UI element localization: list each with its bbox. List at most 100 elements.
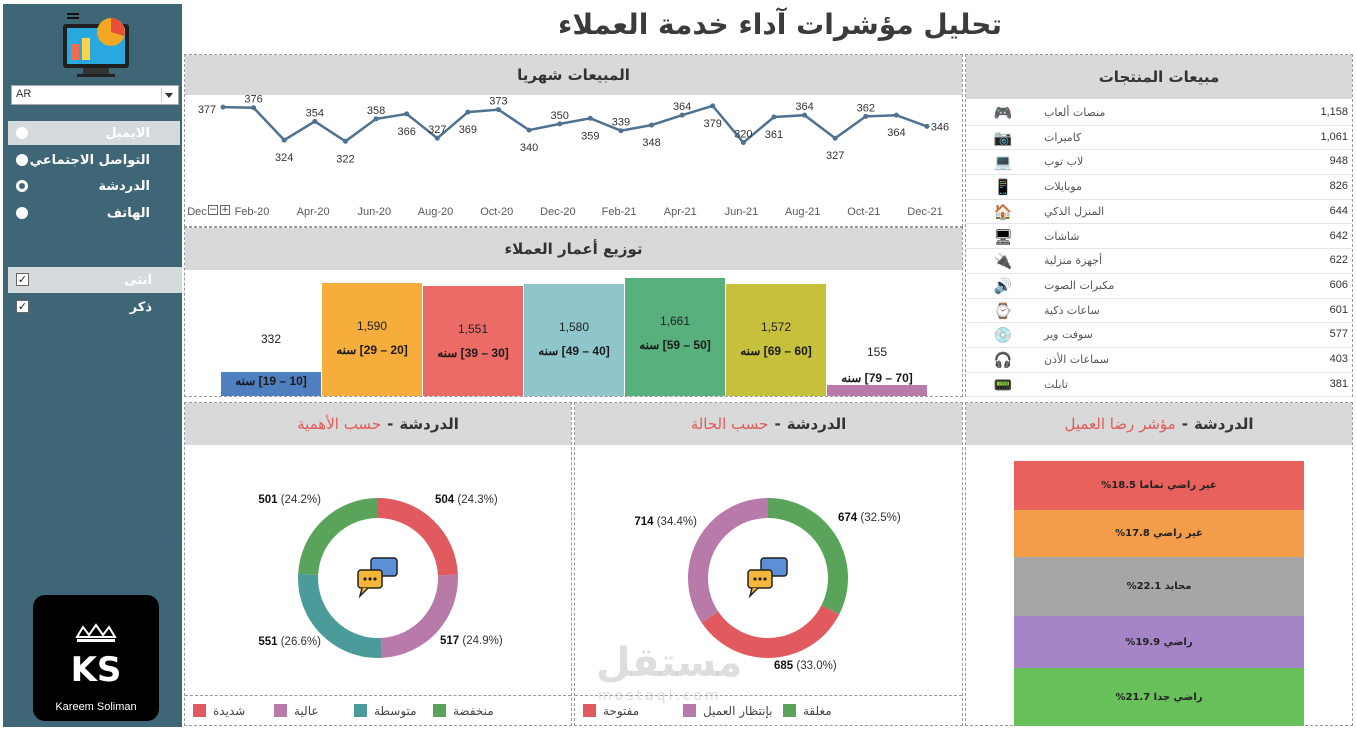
laptop-icon: 💻 (993, 153, 1013, 172)
priority-title: الدردشة - حسب الأهمية (185, 403, 571, 445)
age-bar: 1,590 [20 – 29] سنه (322, 283, 422, 396)
collapse-button[interactable]: − (208, 205, 218, 215)
product-row: 🖥 شاشات 642 (966, 225, 1352, 250)
channel-option-email[interactable]: الايميل (8, 121, 180, 145)
monthly-sales-chart: 377 376 324 354 322 358 366 327 369 373 340 350 359 3… (187, 95, 949, 218)
product-list: 🎮 منصات ألعاب 1,158 📷 كاميرات 1,061 💻 لاب توب 94… (966, 101, 1352, 398)
gender-label-male: ذكر (129, 299, 152, 315)
priority-title-main: الدردشة (399, 415, 459, 433)
product-name: شاشات (1044, 229, 1080, 243)
sales-point (710, 103, 716, 109)
legend-swatch (274, 704, 287, 717)
sales-point-label: 346 (931, 121, 949, 133)
product-name: منصات ألعاب (1044, 106, 1106, 119)
legend-swatch (433, 704, 446, 717)
product-name: مكبرات الصوت (1044, 278, 1115, 292)
status-donut-chart: 674 (32.5%) 685 (33.0%) 714 (34.4%) (634, 498, 901, 672)
donut-slice (701, 605, 840, 658)
monthly-sales-title: المبيعات شهريا (185, 55, 962, 95)
product-value: 948 (1329, 155, 1348, 168)
sales-point (587, 115, 593, 121)
donut-slice-label: 517 (24.9%) (440, 635, 503, 647)
legend-label: مفتوحة (603, 704, 640, 718)
age-bar-label: [10 – 19] سنه (235, 374, 307, 389)
status-title-sub: حسب الحالة (690, 415, 769, 433)
gender-label-female: انثى (124, 272, 152, 288)
radio-phone[interactable] (16, 207, 28, 219)
donut-slice-label: 501 (24.2%) (258, 494, 321, 506)
expand-button[interactable]: + (220, 205, 230, 215)
satisfaction-title-sub: مؤشر رضا العميل (1064, 415, 1176, 433)
x-tick-label: Dec-20 (540, 206, 575, 218)
sales-point (557, 121, 563, 127)
age-bar-label: [70 – 79] سنه (841, 371, 913, 385)
age-bar-label: [40 – 49] سنه (538, 343, 610, 358)
logo-mark: KS (71, 650, 121, 690)
sales-point (373, 116, 379, 122)
sales-point (618, 128, 624, 134)
radio-chat[interactable] (16, 180, 28, 192)
tablet-icon: 📟 (993, 375, 1013, 394)
satisfaction-segment-label: غير راضي 17.8% (1115, 528, 1203, 540)
sales-point-label: 340 (520, 142, 538, 154)
age-distribution-panel: توزيع أعمار العملاء 332 [10 – 19] سنه 1,59… (184, 227, 963, 397)
priority-title-sub: حسب الأهمية (297, 415, 382, 433)
satisfaction-segment: راضي 19.9% (1014, 615, 1304, 669)
gender-option-male[interactable]: ✓ ذكر (8, 294, 182, 320)
donut-slice-label: 714 (34.4%) (634, 516, 697, 528)
sales-point-label: 364 (887, 127, 905, 139)
legend-label: شديدة (213, 704, 246, 718)
priority-donut-chart: 504 (24.3%) 517 (24.9%) 551 (26.6%) 501 (24… (258, 494, 503, 658)
sales-point-label: 320 (734, 129, 752, 141)
channel-option-social[interactable]: التواصل الاجتماعي (8, 148, 180, 172)
checkbox-female[interactable]: ✓ (16, 273, 29, 286)
checkbox-male[interactable]: ✓ (16, 300, 29, 313)
product-name: سماعات الأذن (1044, 353, 1110, 366)
chevron-down-icon[interactable] (165, 93, 173, 98)
priority-legend: شديدة عالية متوسطة منخفضة (185, 695, 571, 725)
satisfaction-segment: غير راضي 17.8% (1014, 510, 1304, 558)
channel-option-chat[interactable]: الدردشة (8, 174, 180, 198)
radio-social[interactable] (16, 154, 28, 166)
satisfaction-segment-label: غير راضي تماما 18.5% (1101, 480, 1217, 491)
product-row: 📷 كاميرات 1,061 (966, 126, 1352, 151)
satisfaction-title-main: الدردشة (1193, 415, 1254, 433)
gender-option-female[interactable]: ✓ انثى (8, 267, 182, 293)
sales-point-label: 364 (795, 101, 813, 113)
product-row: 🔌 أجهزة منزلية 622 (966, 249, 1352, 274)
age-bar-label: [30 – 39] سنه (437, 345, 509, 360)
product-row: 📟 تابلت 381 (966, 373, 1352, 398)
language-select[interactable]: AR (11, 85, 179, 105)
monitor-icon: 🖥 (993, 227, 1013, 246)
channel-option-phone[interactable]: الهاتف (8, 201, 180, 225)
product-sales-title: مبيعات المنتجات (966, 55, 1352, 99)
donut-slice (298, 498, 378, 575)
sales-point (802, 112, 808, 118)
sales-point-label: 366 (397, 126, 415, 138)
donut-slice (298, 573, 382, 658)
age-bar-label: [60 – 69] سنه (740, 344, 812, 359)
product-row: 🔊 مكبرات الصوت 606 (966, 274, 1352, 299)
chat-bubble-icon (357, 557, 398, 599)
legend-label: عالية (294, 704, 319, 718)
software-icon: 💿 (993, 326, 1013, 345)
watermark-url: mostaql.com (598, 688, 722, 704)
sales-point (251, 105, 257, 111)
radio-email[interactable] (16, 127, 28, 139)
status-panel: الدردشة - حسب الحالة 674 (32.5%) 685 (33.… (574, 402, 963, 726)
product-value: 381 (1329, 377, 1348, 390)
age-bar-value: 155 (866, 345, 888, 359)
sales-point-label: 364 (673, 101, 691, 113)
monthly-sales-panel: المبيعات شهريا 377 376 324 354 322 358 366 327 3… (184, 54, 963, 227)
x-tick-label: Aug-20 (418, 206, 453, 218)
product-sales-panel: مبيعات المنتجات 🎮 منصات ألعاب 1,158 📷 كاميرا… (965, 54, 1353, 398)
status-title: الدردشة - حسب الحالة (575, 403, 962, 445)
age-bar: 1,551 [30 – 39] سنه (423, 285, 523, 396)
age-bar-value: 1,580 (558, 319, 590, 334)
smart-home-icon: 🏠 (993, 202, 1013, 221)
legend-label: بإنتظار العميل (703, 704, 773, 718)
product-name: أجهزة منزلية (1044, 254, 1103, 268)
sales-point (495, 107, 501, 113)
page-title: تحليل مؤشرات آداء خدمة العملاء (558, 8, 1002, 41)
channel-label-email: الايميل (105, 125, 150, 141)
